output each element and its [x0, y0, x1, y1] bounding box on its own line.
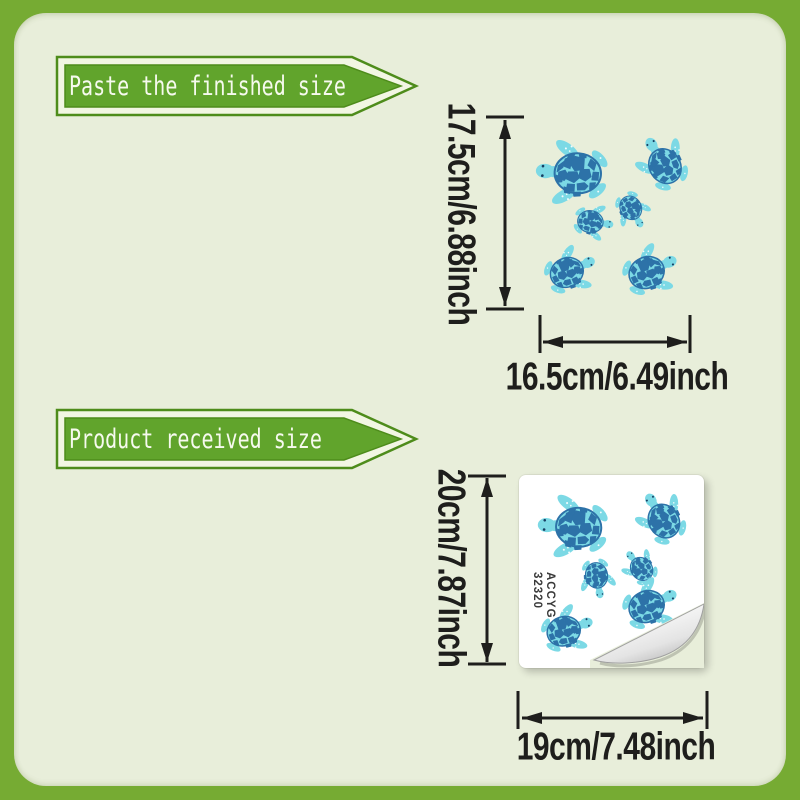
turtle-icon: [623, 479, 700, 556]
sticker-sheet: ACCYG 32320: [519, 475, 704, 668]
finished-height-label: 17.5cm/6.88inch: [439, 102, 483, 326]
turtle-icon: [534, 489, 613, 565]
sheet-code-line1: ACCYG: [544, 572, 556, 619]
finished-height-dimension-arrow: [486, 115, 524, 311]
banner-finished-size: Paste the finished size: [55, 54, 420, 118]
turtle-icon: [569, 199, 617, 245]
turtle-sticker-cluster: [532, 123, 703, 309]
turtle-icon: [534, 235, 607, 307]
turtle-icon: [532, 134, 613, 212]
arrow-banner-shape-icon: [55, 55, 420, 117]
turtle-icon: [605, 183, 659, 237]
received-height-label: 20cm/7.87inch: [429, 468, 473, 668]
arrow-banner-shape-icon: [55, 408, 420, 470]
sheet-code-line2: 32320: [530, 572, 543, 609]
sheet-product-code: ACCYG 32320: [530, 572, 556, 619]
turtle-icon: [612, 233, 689, 309]
finished-width-dimension-arrow: [538, 315, 692, 353]
finished-width-label: 16.5cm/6.49inch: [505, 355, 729, 399]
turtle-icon: [623, 123, 703, 203]
turtle-icon: [612, 539, 668, 595]
received-width-label: 19cm/7.48inch: [516, 725, 716, 769]
banner-finished-size-label: Paste the finished size: [69, 70, 346, 102]
page-curl-icon: [590, 603, 704, 668]
banner-received-size-label: Product received size: [69, 423, 322, 455]
banner-received-size: Product received size: [55, 407, 420, 471]
received-width-dimension-arrow: [516, 691, 709, 729]
received-height-dimension-arrow: [468, 474, 506, 666]
